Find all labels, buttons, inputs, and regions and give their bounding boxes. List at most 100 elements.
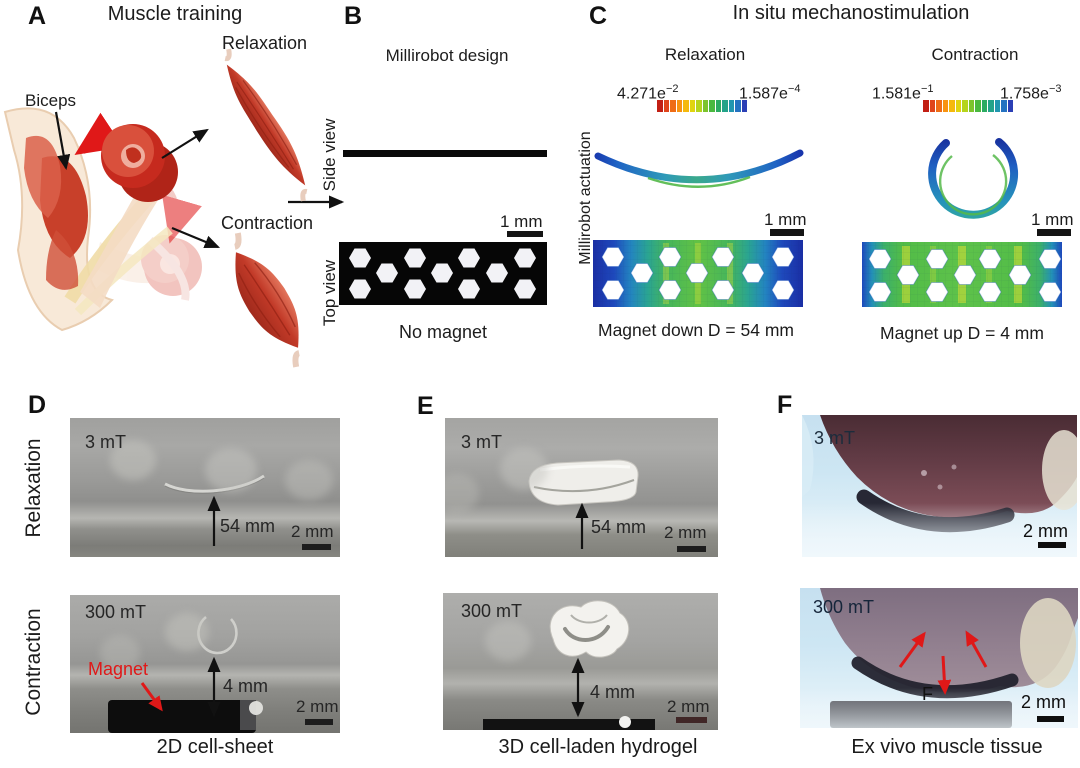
hexagon-holes-c-right <box>868 249 1062 302</box>
panel-c-label: C <box>589 2 608 30</box>
scale-bar-2mm <box>305 719 333 725</box>
field-label: 3 mT <box>461 432 503 452</box>
photo-f-contraction: 300 mT F 2 mm <box>800 588 1078 728</box>
scale-bar-2mm <box>1037 716 1064 722</box>
scale-label-2mm: 2 mm <box>1023 521 1068 541</box>
distance-label: 54 mm <box>220 516 276 536</box>
millirobot-relaxed-shape <box>164 474 265 493</box>
tendon-shape <box>64 180 165 304</box>
sim-side-relaxed <box>594 149 804 184</box>
c-contr-cbar-max: 1.758e−3 <box>1000 83 1062 103</box>
arrow-to-contraction <box>171 226 221 249</box>
scale-bar-1mm-c-left <box>770 229 804 236</box>
magnet-label: Magnet <box>88 659 149 679</box>
bokeh-spot <box>205 448 257 492</box>
panel-b-caption: No magnet <box>398 322 488 342</box>
photo-d-relaxation: 3 mT 54 mm 2 mm <box>70 418 340 557</box>
field-label: 300 mT <box>813 597 875 617</box>
magnet-shape <box>483 719 655 730</box>
scale-bar-2mm <box>1038 542 1066 548</box>
scale-bar-2mm <box>677 546 706 552</box>
sim-side-contracted-inner <box>938 154 1008 216</box>
c-contr-cbar-min: 1.581e−1 <box>872 83 934 103</box>
photo-f-relaxation: 3 mT 2 mm <box>802 415 1077 557</box>
hexagon-holes-c-left <box>601 247 795 300</box>
panel-a-title: Muscle training <box>107 3 243 25</box>
sim-top-contracted <box>862 242 1062 307</box>
bokeh-spot <box>500 448 548 490</box>
scale-bar-2mm <box>676 717 707 723</box>
top-view-design <box>339 242 547 305</box>
relaxed-muscle <box>224 48 308 202</box>
d-row-relaxation-label: Relaxation <box>22 438 45 538</box>
sim-side-relaxed-inner <box>647 175 751 188</box>
colorbar-contraction <box>923 100 1013 112</box>
panel-f-caption: Ex vivo muscle tissue <box>851 736 1043 758</box>
photo-f-bottom-overlay <box>800 588 1078 728</box>
c-relax-cbar-min: 4.271e−2 <box>617 83 679 103</box>
magnet-highlight <box>249 701 263 715</box>
photo-f-top-overlay <box>802 415 1077 557</box>
bokeh-spot <box>285 460 333 500</box>
bokeh-spot <box>110 440 156 480</box>
force-arrow-middle <box>937 655 952 695</box>
force-arrow-left <box>898 631 926 668</box>
curl-motion-arrow-left <box>74 112 125 156</box>
field-label: 300 mT <box>461 601 523 621</box>
top-view-label: Top view <box>320 259 339 327</box>
relaxation-label: Relaxation <box>222 33 308 53</box>
curl-motion-arrow-down <box>143 170 202 244</box>
distance-label: 54 mm <box>591 517 647 537</box>
scale-label-2mm: 2 mm <box>667 697 710 716</box>
panel-c-title: In situ mechanostimulation <box>732 2 970 24</box>
c-relaxation-caption: Magnet down D = 54 mm <box>598 320 794 340</box>
contracted-muscle <box>233 232 301 368</box>
scale-label-2mm: 2 mm <box>664 523 707 542</box>
magnet-highlight <box>619 716 631 728</box>
photo-e-bottom-overlay <box>483 600 655 730</box>
arrow-to-relaxation <box>161 128 209 159</box>
biceps-arrow <box>54 111 71 171</box>
contraction-label: Contraction <box>221 213 314 233</box>
photo-d-bottom-overlay <box>108 615 263 733</box>
sim-top-relaxed <box>593 240 803 307</box>
field-label: 300 mT <box>85 602 147 622</box>
photo-e-relaxation: 3 mT 54 mm 2 mm <box>445 418 718 557</box>
photo-d-top-overlay <box>164 474 265 546</box>
scale-label-1mm-c-right: 1 mm <box>1031 210 1074 229</box>
upper-arm-shape <box>3 107 114 332</box>
bokeh-spot <box>100 635 140 671</box>
force-arrow-right <box>965 630 988 668</box>
hexagon-holes-b <box>349 248 536 299</box>
panel-b-label: B <box>344 2 363 30</box>
c-relax-cbar-max: 1.587e−4 <box>739 83 801 103</box>
biceps-muscle-shape-2 <box>24 135 62 218</box>
panel-a-label: A <box>28 2 47 30</box>
bokeh-spot <box>445 473 479 513</box>
scale-label-1mm-c-left: 1 mm <box>764 210 807 229</box>
panel-b-title: Millirobot design <box>385 46 509 65</box>
photo-e-contraction: 300 mT 4 mm 2 mm <box>443 593 718 730</box>
panel-f-label: F <box>777 391 793 419</box>
scale-label-2mm: 2 mm <box>291 522 334 541</box>
folded-hydrogel-shape <box>549 600 630 658</box>
tendon-shape-2 <box>74 226 173 316</box>
forearm-shape <box>80 186 158 308</box>
side-view-bar <box>343 150 547 157</box>
distance-label: 4 mm <box>590 682 635 702</box>
d-row-contraction-label: Contraction <box>22 608 45 716</box>
biceps-label: Biceps <box>25 91 77 110</box>
scale-bar-2mm <box>302 544 331 550</box>
colorbar-relaxation <box>657 100 747 112</box>
scale-bar-1mm-c-right <box>1037 229 1071 236</box>
c-relaxation-title: Relaxation <box>664 45 746 64</box>
photo-d-contraction: 300 mT Magnet 4 mm 2 mm <box>70 595 340 733</box>
forearm-muscle-shape <box>46 230 79 290</box>
scale-label-1mm-b: 1 mm <box>500 212 543 231</box>
dumbbell <box>101 124 178 202</box>
panel-e-caption: 3D cell-laden hydrogel <box>498 736 698 758</box>
panel-d-caption: 2D cell-sheet <box>156 736 274 758</box>
panel-c-axis-label: Millirobot actuation <box>577 131 594 265</box>
side-view-label: Side view <box>320 118 339 192</box>
c-contraction-title: Contraction <box>931 45 1019 64</box>
